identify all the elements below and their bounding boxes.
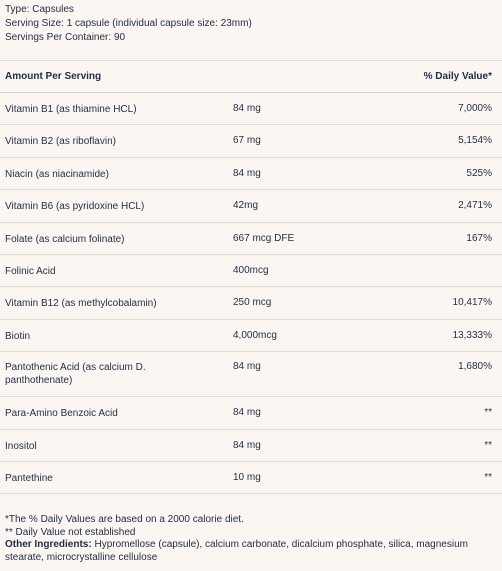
ingredient-amount: 84 mg	[233, 439, 261, 451]
ingredient-name: Vitamin B6 (as pyridoxine HCL)	[5, 201, 145, 213]
ingredient-name: Folate (as calcium folinate)	[5, 233, 125, 245]
ingredient-daily-value: 7,000%	[458, 103, 492, 114]
daily-value-footnote: *The % Daily Values are based on a 2000 …	[5, 514, 244, 525]
table-row: Vitamin B2 (as riboflavin) 67 mg 5,154%	[0, 125, 502, 158]
ingredient-name: Vitamin B2 (as riboflavin)	[5, 136, 116, 148]
ingredient-amount: 42mg	[233, 200, 259, 212]
other-ingredients: Other Ingredients: Hypromellose (capsule…	[5, 539, 495, 564]
daily-value-heading: % Daily Value*	[423, 71, 492, 82]
ingredient-name: Pantethine	[5, 472, 53, 484]
table-row: Folate (as calcium folinate) 667 mcg DFE…	[0, 223, 502, 255]
amount-per-serving-heading: Amount Per Serving	[5, 71, 102, 82]
table-row: Vitamin B12 (as methylcobalamin) 250 mcg…	[0, 287, 502, 320]
other-ingredients-text: Hypromellose (capsule), calcium carbonat…	[5, 539, 468, 563]
ingredient-amount: 400mcg	[233, 264, 269, 276]
table-row: Para-Amino Benzoic Acid 84 mg **	[0, 397, 502, 430]
table-row: Inositol 84 mg **	[0, 430, 502, 462]
ingredient-daily-value: 2,471%	[458, 200, 492, 212]
ingredient-name: Inositol	[5, 440, 37, 452]
ingredient-amount: 84 mg	[233, 167, 261, 179]
ingredient-daily-value: **	[484, 439, 492, 451]
table-row: Pantethine 10 mg **	[0, 462, 502, 495]
ingredient-daily-value: **	[484, 471, 492, 483]
ingredient-daily-value: 10,417%	[452, 297, 492, 309]
ingredient-amount: 67 mg	[233, 135, 261, 147]
table-row: Biotin 4,000mcg 13,333%	[0, 320, 502, 353]
ingredient-daily-value: 13,333%	[452, 329, 492, 341]
supplement-facts-header: Amount Per Serving % Daily Value*	[0, 61, 502, 93]
ingredient-amount: 84 mg	[233, 103, 261, 114]
not-established-footnote: ** Daily Value not established	[5, 526, 136, 538]
ingredient-amount: 4,000mcg	[233, 329, 277, 341]
product-type: Type: Capsules	[5, 4, 74, 15]
ingredient-amount: 84 mg	[233, 361, 261, 373]
ingredient-daily-value: 5,154%	[458, 135, 492, 147]
ingredient-daily-value: 1,680%	[458, 361, 492, 373]
supplement-facts-table: Vitamin B1 (as thiamine HCL) 84 mg 7,000…	[0, 93, 502, 495]
ingredient-name: Biotin	[5, 330, 31, 342]
servings-per-container: Servings Per Container: 90	[5, 32, 126, 43]
table-row: Folinic Acid 400mcg	[0, 255, 502, 288]
table-row: Pantothenic Acid (as calcium D. panthoth…	[0, 352, 502, 398]
ingredient-name: Folinic Acid	[5, 265, 56, 277]
table-row: Vitamin B1 (as thiamine HCL) 84 mg 7,000…	[0, 93, 502, 126]
ingredient-amount: 10 mg	[233, 471, 261, 483]
table-row: Niacin (as niacinamide) 84 mg 525%	[0, 158, 502, 191]
ingredient-amount: 667 mcg DFE	[233, 232, 295, 244]
ingredient-daily-value: 167%	[466, 232, 492, 244]
product-info: Type: Capsules Serving Size: 1 capsule (…	[5, 3, 252, 45]
other-ingredients-label: Other Ingredients:	[5, 539, 92, 550]
ingredient-daily-value: 525%	[466, 167, 492, 179]
table-row: Vitamin B6 (as pyridoxine HCL) 42mg 2,47…	[0, 190, 502, 223]
ingredient-amount: 250 mcg	[233, 297, 272, 309]
ingredient-name: Para-Amino Benzoic Acid	[5, 408, 118, 420]
divider	[0, 60, 502, 61]
ingredient-name: Niacin (as niacinamide)	[5, 168, 109, 180]
footnotes: *The % Daily Values are based on a 2000 …	[5, 514, 495, 564]
ingredient-name: Vitamin B12 (as methylcobalamin)	[5, 298, 157, 310]
serving-size: Serving Size: 1 capsule (individual caps…	[5, 18, 252, 29]
ingredient-name: Pantothenic Acid (as calcium D. panthoth…	[5, 362, 146, 387]
ingredient-amount: 84 mg	[233, 407, 261, 419]
ingredient-name: Vitamin B1 (as thiamine HCL)	[5, 104, 137, 115]
ingredient-daily-value: **	[484, 407, 492, 419]
